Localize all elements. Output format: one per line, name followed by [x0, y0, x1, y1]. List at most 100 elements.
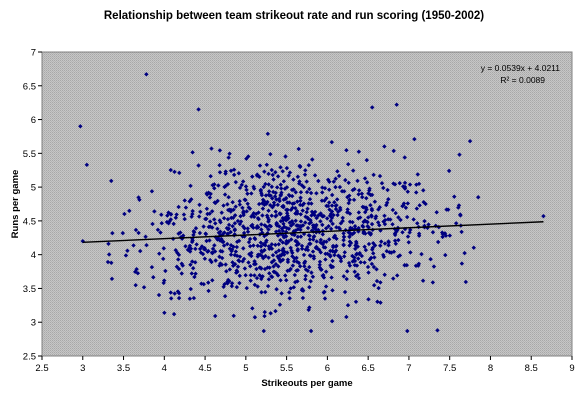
data-point: [210, 225, 215, 230]
data-point: [191, 228, 196, 234]
data-point: [366, 230, 372, 236]
data-point: [279, 186, 284, 191]
data-point: [370, 105, 375, 110]
data-point: [338, 256, 344, 261]
data-point: [350, 253, 355, 259]
data-point: [275, 174, 281, 179]
data-point: [234, 239, 240, 245]
data-point: [276, 242, 281, 247]
data-point: [295, 174, 301, 179]
data-point: [402, 184, 408, 190]
data-point: [332, 252, 337, 258]
data-point: [311, 225, 317, 231]
data-point: [330, 258, 335, 264]
data-point: [197, 214, 202, 219]
data-point: [323, 251, 328, 257]
data-point: [221, 203, 226, 208]
data-point: [303, 168, 308, 173]
data-point: [292, 272, 298, 278]
data-point: [316, 178, 321, 184]
data-point: [271, 269, 276, 275]
data-point: [217, 238, 223, 243]
data-point: [340, 218, 345, 224]
data-point: [355, 272, 360, 277]
data-point: [317, 262, 322, 267]
data-point: [174, 264, 180, 269]
data-point: [323, 257, 328, 262]
data-point: [251, 211, 256, 216]
data-point: [259, 290, 264, 295]
data-point: [303, 267, 309, 272]
data-point: [158, 230, 163, 235]
data-point: [393, 210, 398, 216]
data-point: [329, 139, 335, 145]
data-point: [267, 246, 272, 252]
data-point: [317, 259, 323, 265]
data-point: [181, 212, 187, 217]
data-point: [346, 180, 351, 185]
data-point: [280, 169, 285, 174]
data-point: [240, 205, 245, 210]
data-point: [288, 223, 294, 228]
y-tick-label: 5.5: [23, 149, 36, 160]
data-point: [204, 192, 210, 197]
data-point: [193, 271, 198, 276]
data-point: [307, 284, 312, 290]
data-point: [254, 225, 259, 230]
data-point: [233, 249, 239, 254]
data-point: [259, 192, 265, 198]
data-point: [230, 200, 235, 205]
data-point: [357, 250, 362, 256]
x-tick-label: 3: [80, 363, 85, 374]
data-point: [243, 197, 248, 203]
data-point: [298, 195, 303, 200]
data-point: [369, 261, 375, 267]
data-point: [372, 255, 377, 260]
data-point: [131, 243, 136, 248]
data-point: [386, 197, 391, 202]
data-point: [228, 252, 234, 257]
data-point: [203, 231, 208, 236]
data-point: [330, 264, 336, 270]
data-point: [347, 243, 352, 248]
data-point: [264, 238, 269, 243]
data-point: [227, 267, 233, 272]
data-point: [298, 219, 304, 224]
data-point: [293, 279, 298, 285]
data-point: [360, 224, 366, 230]
data-point: [161, 280, 166, 286]
data-point: [352, 262, 358, 268]
data-point: [308, 217, 313, 223]
data-point: [323, 269, 329, 274]
data-point: [356, 225, 361, 231]
data-point: [274, 221, 280, 227]
data-point: [221, 216, 227, 221]
data-point: [266, 182, 271, 187]
data-point: [304, 189, 310, 195]
data-point: [358, 260, 363, 265]
data-point: [331, 212, 336, 218]
data-point: [295, 211, 300, 216]
x-tick-label: 6.5: [362, 363, 375, 374]
data-point: [265, 131, 271, 137]
data-point: [168, 167, 173, 173]
data-point: [159, 220, 164, 226]
data-point: [404, 263, 409, 268]
data-point: [125, 248, 130, 253]
trendline-r-squared: R² = 0.0089: [500, 75, 545, 85]
data-point: [371, 172, 376, 178]
data-point: [348, 225, 353, 231]
data-point: [226, 222, 232, 228]
data-point: [344, 148, 349, 153]
data-point: [223, 262, 228, 267]
data-point: [277, 302, 283, 307]
data-point: [185, 247, 191, 253]
data-point: [245, 226, 250, 231]
data-point: [206, 280, 211, 285]
data-point: [400, 230, 405, 235]
data-point: [255, 284, 260, 289]
data-point: [301, 252, 307, 258]
data-point: [366, 297, 371, 302]
data-point: [157, 251, 162, 256]
data-point: [247, 244, 253, 249]
